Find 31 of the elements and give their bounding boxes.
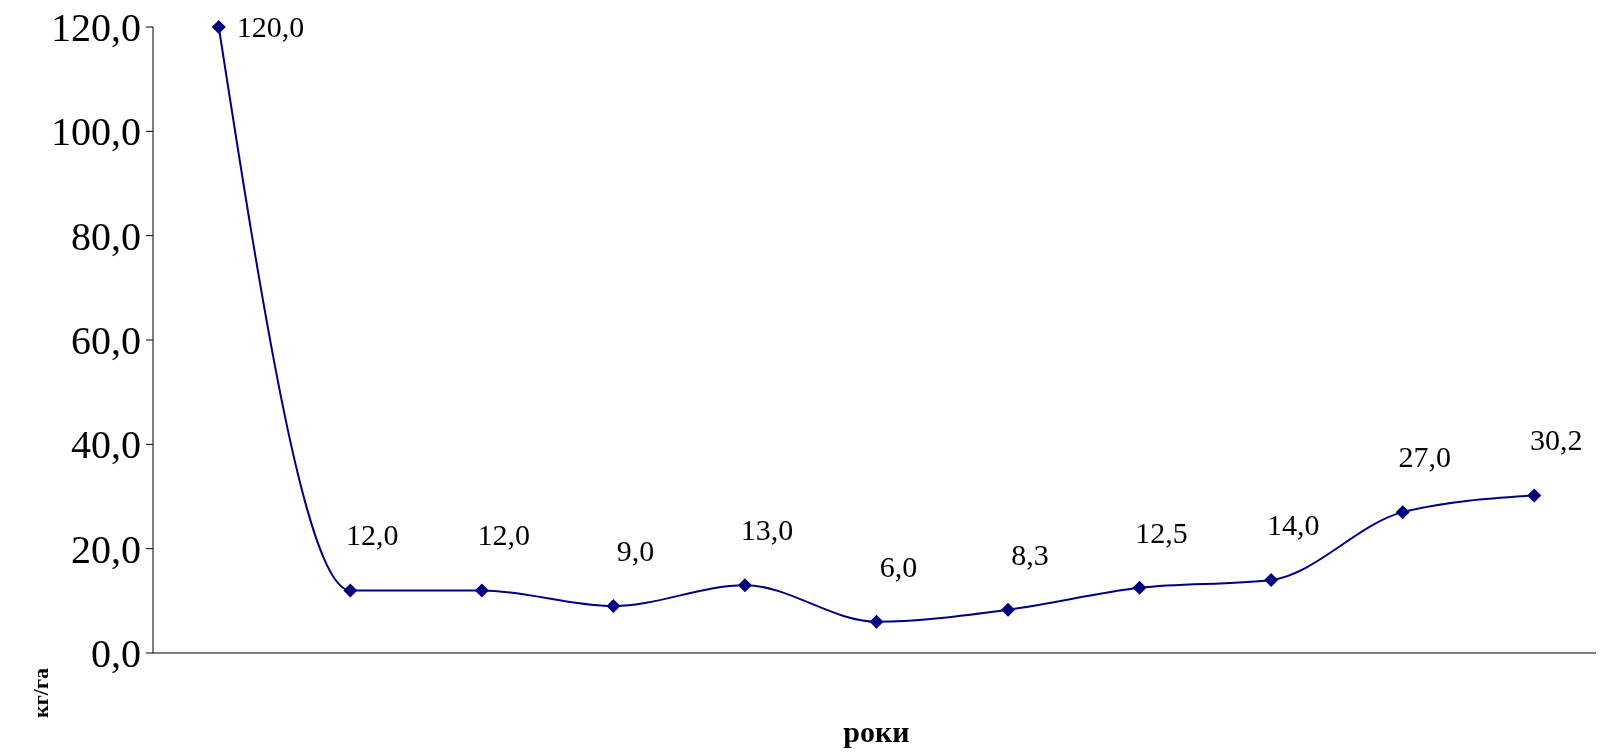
y-tick-label: 40,0 <box>71 422 141 468</box>
data-label: 9,0 <box>616 534 655 568</box>
data-label: 13,0 <box>740 513 794 547</box>
point <box>1395 505 1410 520</box>
y-tick-label: 100,0 <box>51 109 141 155</box>
data-label: 12,0 <box>477 518 531 552</box>
y-tick-label: 0,0 <box>91 631 141 676</box>
point <box>1001 602 1016 617</box>
y-axis-title: кг/га <box>28 668 53 718</box>
data-label: 8,3 <box>1011 537 1049 571</box>
point <box>211 20 226 34</box>
y-tick-label: 20,0 <box>71 526 141 572</box>
point <box>1132 580 1147 595</box>
point <box>606 599 621 614</box>
point <box>343 583 358 598</box>
y-tick-label: 60,0 <box>71 318 141 363</box>
y-tick-label: 80,0 <box>71 213 141 259</box>
data-label: 6,0 <box>879 549 918 583</box>
point <box>737 578 752 593</box>
data-label: 14,0 <box>1266 507 1320 541</box>
point <box>1527 488 1542 503</box>
data-label: 120,0 <box>236 10 305 43</box>
point <box>869 614 884 629</box>
data-label: 12,5 <box>1135 515 1188 549</box>
data-label: 27,0 <box>1398 440 1451 474</box>
data-label: 12,0 <box>346 518 399 552</box>
y-tick-label: 120,0 <box>51 5 141 50</box>
data-label: 30,2 <box>1529 423 1583 457</box>
point <box>1264 572 1279 587</box>
point <box>474 583 489 598</box>
x-axis-title: роки <box>843 715 910 748</box>
